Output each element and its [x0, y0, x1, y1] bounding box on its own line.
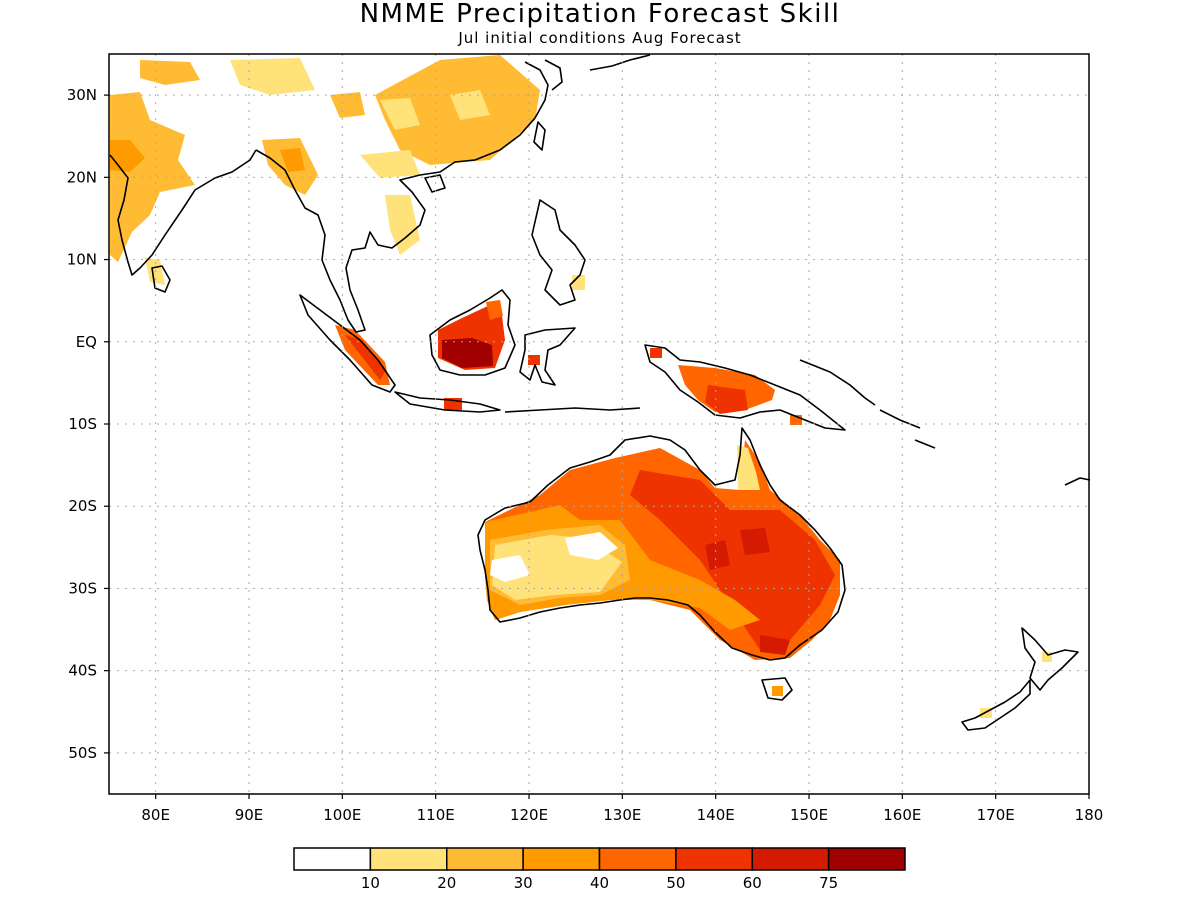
lon-tick-label: 160E [883, 806, 921, 824]
coastline-philippines [531, 199, 586, 306]
colorbar-swatch [293, 847, 372, 871]
lat-tick-label: 10N [67, 251, 97, 269]
coastline-nz-south [961, 679, 1031, 731]
colorbar-swatch [598, 847, 677, 871]
skill-shading-tibet [140, 60, 200, 85]
skill-field [110, 55, 1052, 718]
coastline-myanmar-malay [255, 149, 476, 333]
lat-tick-label: 10S [68, 415, 97, 433]
skill-shading-australia-darker [705, 528, 790, 655]
skill-shading-tibet-2 [230, 58, 315, 95]
skill-shading-indochina [385, 195, 420, 255]
lon-tick-label: 180 [1075, 806, 1104, 824]
skill-shading-sulawesi [528, 355, 540, 365]
skill-shading-borneo-core [442, 338, 493, 368]
skill-shading-tibet-3 [330, 92, 365, 118]
coastline-lesser-sunda [504, 407, 641, 413]
colorbar-label: 40 [590, 874, 609, 892]
coastline-japan [589, 54, 651, 71]
colorbar-label: 10 [361, 874, 380, 892]
lon-tick-label: 140E [697, 806, 735, 824]
coastline-fiji [1064, 477, 1091, 486]
coastline-sulawesi [519, 327, 576, 386]
coastline-taiwan [533, 121, 546, 151]
coastlines [109, 54, 1091, 731]
colorbar-swatch [446, 847, 524, 871]
lon-tick-label: 80E [141, 806, 170, 824]
colorbar-label: 50 [666, 874, 685, 892]
latitude-axis-labels: 30N 20N 10N EQ 10S 20S 30S 40S 50S [67, 86, 109, 762]
lon-tick-label: 130E [603, 806, 641, 824]
skill-shading-sumatra-inner [345, 335, 386, 380]
colorbar-swatch [369, 847, 448, 871]
lon-tick-label: 110E [417, 806, 455, 824]
skill-shading-borneo-n [486, 300, 503, 320]
coastline-srilanka [151, 265, 171, 293]
skill-shading-india-inner [110, 140, 145, 172]
colorbar-swatch [522, 847, 601, 871]
skill-shading-australia-white [490, 532, 618, 582]
coastline-china [474, 61, 549, 161]
coastline-hainan [424, 174, 446, 193]
colorbar-label: 30 [514, 874, 533, 892]
coastline-borneo [429, 289, 516, 376]
colorbar-label: 75 [819, 874, 838, 892]
lon-tick-label: 120E [510, 806, 548, 824]
coastline-korea [544, 59, 563, 91]
lon-tick-label: 150E [790, 806, 828, 824]
colorbar: 10 20 30 40 50 60 75 [293, 847, 906, 892]
skill-shading-india-light [145, 258, 165, 285]
colorbar-swatch [675, 847, 753, 871]
coastline-bismarck [799, 359, 876, 406]
skill-shading-myanmar-inner [280, 148, 305, 172]
skill-shading-china-south [360, 150, 420, 178]
lat-tick-label: 30N [67, 86, 97, 104]
coastline-newguinea [644, 344, 846, 431]
coastline-australia [477, 427, 846, 661]
coastline-tasmania [761, 677, 793, 701]
coastline-java [394, 391, 501, 413]
longitude-axis-labels: 80E 90E 100E 110E 120E 130E 140E 150E 160E 170E 18… [141, 794, 1103, 824]
skill-shading-tasmania [772, 686, 783, 696]
lat-tick-label: 50S [68, 744, 97, 762]
lat-tick-label: 30S [68, 579, 97, 597]
lat-tick-label: EQ [76, 333, 97, 351]
colorbar-swatch [827, 847, 906, 871]
coastline-india [109, 149, 257, 276]
skill-shading-china-light [380, 90, 490, 130]
skill-shading-newguinea-w [650, 348, 662, 358]
skill-shading-cape-york [737, 445, 760, 490]
skill-shading-australia-dark [630, 470, 835, 650]
colorbar-label: 60 [743, 874, 762, 892]
map-grid [109, 54, 1089, 794]
lon-tick-label: 90E [235, 806, 264, 824]
colorbar-label: 20 [437, 874, 456, 892]
coastline-solomons [879, 409, 936, 449]
lat-tick-label: 20N [67, 168, 97, 186]
skill-shading-india [110, 92, 195, 262]
lon-tick-label: 170E [977, 806, 1015, 824]
lat-tick-label: 20S [68, 497, 97, 515]
coastline-nz-north [1021, 627, 1079, 691]
lon-tick-label: 100E [323, 806, 361, 824]
colorbar-swatch [751, 847, 830, 871]
map-title: NMME Precipitation Forecast Skill [359, 0, 841, 29]
lat-tick-label: 40S [68, 662, 97, 680]
coastline-sumatra [299, 294, 396, 393]
map-subtitle: Jul initial conditions Aug Forecast [458, 29, 742, 47]
